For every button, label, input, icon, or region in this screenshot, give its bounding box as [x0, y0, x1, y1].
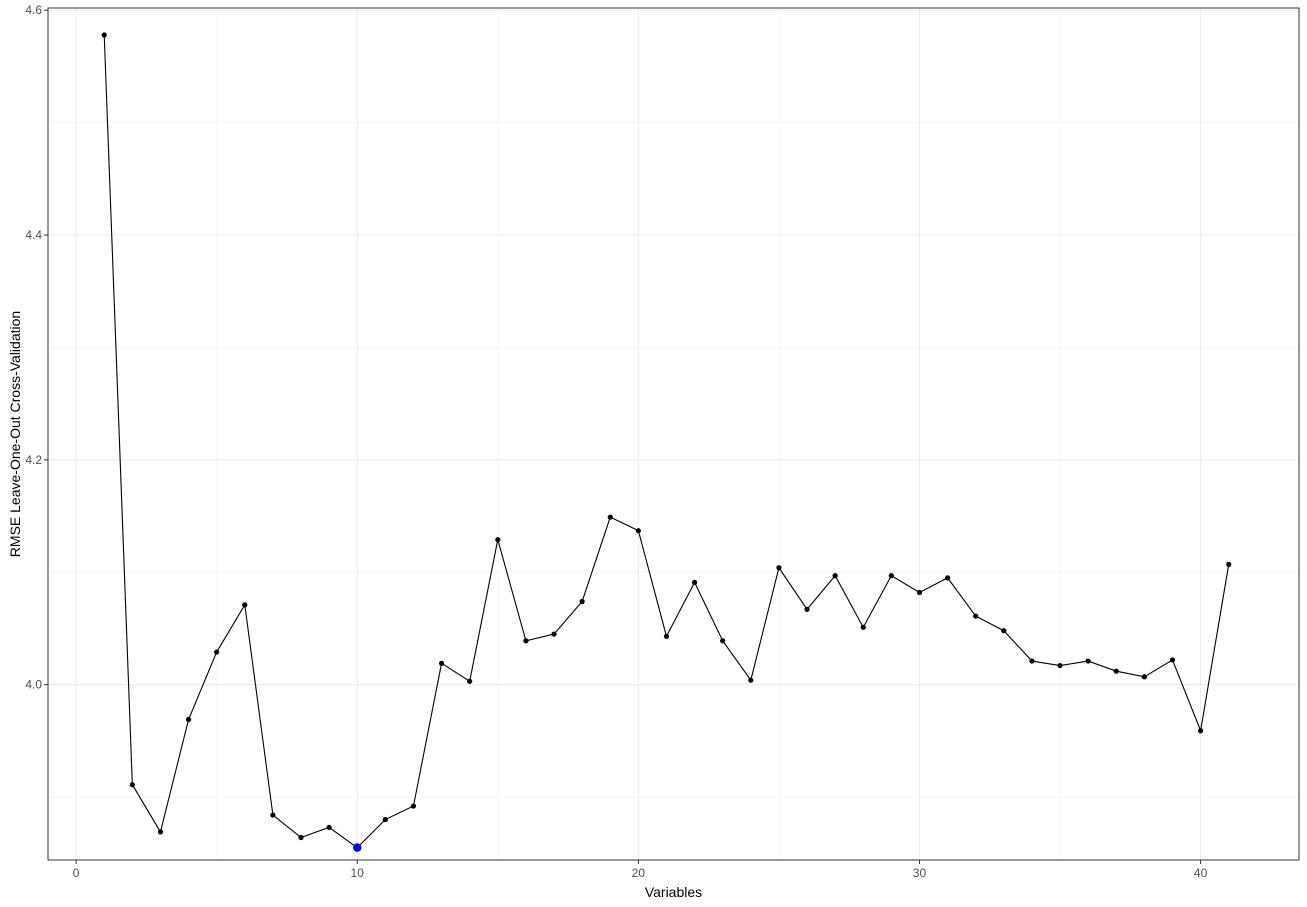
- data-point-8: [298, 834, 304, 841]
- data-point-13: [438, 660, 445, 666]
- data-point-32: [973, 613, 979, 619]
- data-point-4: [185, 716, 192, 723]
- data-point-20: [635, 528, 641, 534]
- data-point-30: [916, 589, 923, 596]
- data-point-34: [1029, 658, 1035, 664]
- data-point-23: [720, 638, 726, 644]
- y-tick-label-2: 4.4: [25, 228, 42, 242]
- data-point-2: [129, 782, 135, 788]
- y-tick-label-3: 4.6: [25, 3, 42, 17]
- data-point-26: [804, 606, 810, 612]
- data-point-29: [888, 573, 894, 579]
- data-point-39: [1169, 657, 1176, 663]
- data-point-22: [691, 579, 698, 585]
- data-point-1: [101, 32, 107, 38]
- data-point-3: [157, 829, 164, 835]
- data-point-37: [1113, 668, 1119, 674]
- x-axis: 0 10 20 30 40: [73, 860, 1208, 880]
- data-point-27: [832, 573, 838, 579]
- x-tick-label-1: 10: [351, 866, 365, 880]
- data-point-16: [523, 638, 529, 644]
- y-axis-title: RMSE Leave-One-Out Cross-Validation: [7, 311, 23, 557]
- x-tick-label-3: 30: [913, 866, 927, 880]
- data-point-7: [270, 812, 276, 818]
- data-point-14: [467, 678, 473, 684]
- data-point-36: [1085, 658, 1091, 664]
- data-point-31: [944, 575, 951, 581]
- data-point-24: [748, 677, 754, 683]
- data-point-38: [1141, 674, 1147, 680]
- data-point-5: [214, 649, 220, 655]
- data-point-41: [1226, 561, 1232, 567]
- data-point-19: [607, 514, 613, 520]
- data-point-9: [326, 824, 332, 831]
- data-point-40: [1198, 728, 1204, 734]
- data-point-25: [776, 565, 782, 571]
- panel-border: [47, 7, 1300, 861]
- x-tick-label-4: 40: [1194, 866, 1208, 880]
- data-point-11: [382, 816, 388, 823]
- data-point-35: [1057, 662, 1063, 669]
- data-point-6: [242, 602, 248, 608]
- x-axis-title: Variables: [645, 884, 702, 900]
- x-tick-label-0: 0: [73, 866, 80, 880]
- highlight-point: [353, 843, 362, 852]
- x-tick-label-2: 20: [632, 866, 646, 880]
- points-layer: [101, 32, 1232, 852]
- data-point-12: [410, 803, 417, 809]
- data-point-33: [1001, 628, 1007, 634]
- data-point-15: [495, 537, 501, 543]
- y-axis: 4.0 4.2 4.4 4.6: [25, 3, 48, 692]
- grid-layer: [48, 8, 1299, 860]
- data-point-28: [860, 624, 866, 630]
- y-tick-label-0: 4.0: [25, 678, 42, 692]
- data-point-21: [663, 633, 670, 639]
- data-point-18: [579, 598, 585, 605]
- y-tick-label-1: 4.2: [25, 453, 42, 467]
- data-point-17: [551, 631, 557, 637]
